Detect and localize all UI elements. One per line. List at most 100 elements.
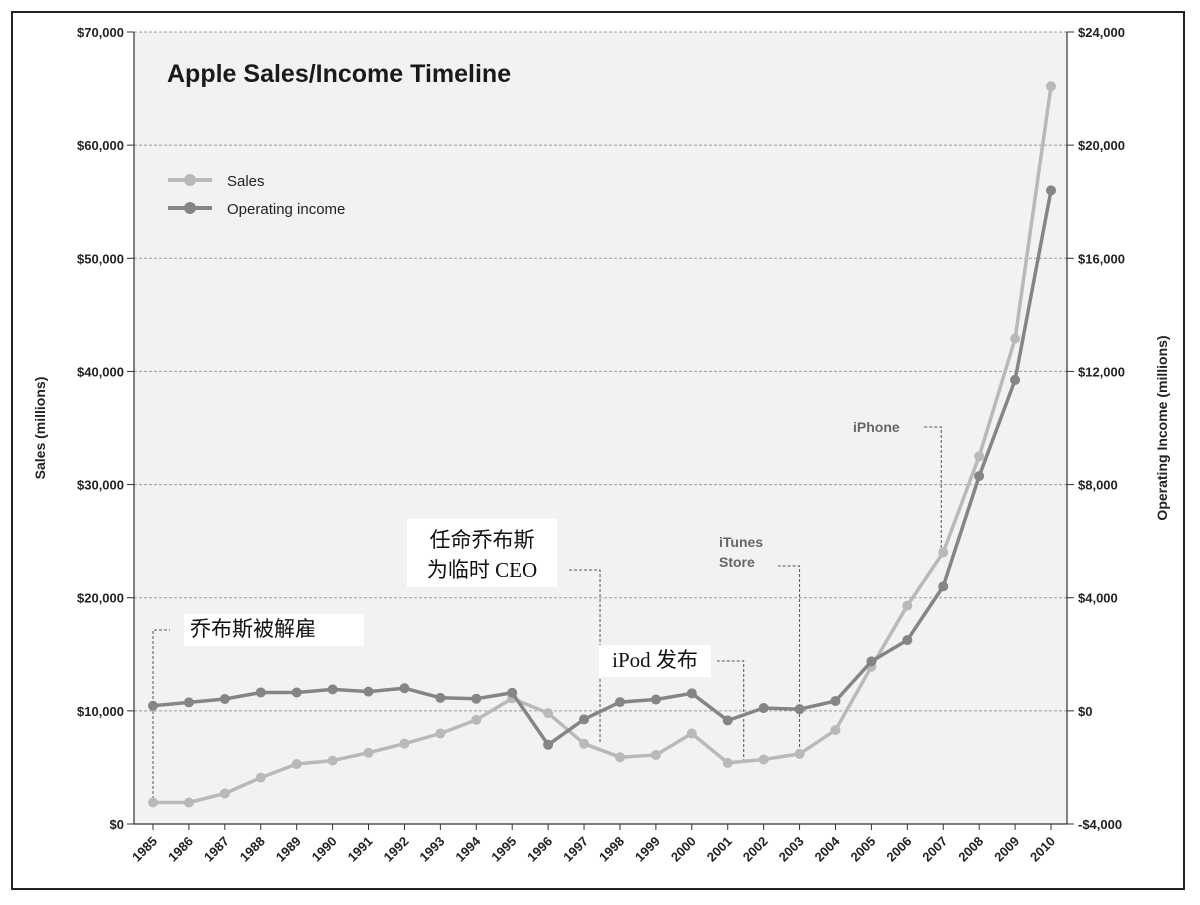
jobs-fired-label-line-1: 乔布斯被解雇 [190,617,316,641]
x-tick-label: 2009 [991,834,1022,865]
sales-point [902,600,913,611]
x-tick-label: 2005 [847,834,878,865]
operating-income-point [794,704,805,715]
operating-income-point [471,693,482,704]
operating-income-point [902,635,913,646]
operating-income-point [399,683,410,694]
jobs-interim-ceo-label-line-1: 任命乔布斯 [430,528,535,552]
x-tick-label: 2003 [776,834,807,865]
sales-point [327,755,338,766]
legend: Sales Operating income [168,173,345,218]
ipod-launch-label-line-1: iPod 发布 [612,648,698,672]
operating-income-series-line [152,190,1053,747]
sales-point [399,738,410,749]
sales-series-line [153,86,1053,805]
x-tick-label: 1988 [237,834,268,865]
jobs-fired-leader [152,629,170,804]
sales-point [291,759,302,770]
operating-income-point [650,694,661,705]
sales-point [830,725,841,736]
operating-income-point [291,687,302,698]
legend-sales-marker [184,174,196,186]
sales-point [219,788,230,799]
sales-point [579,738,590,749]
left-tick-label: $40,000 [77,364,124,379]
sales-point [363,747,374,758]
operating-income-point [866,656,877,667]
itunes-store-leader [778,565,801,752]
operating-income-point [183,697,194,708]
left-tick-label: $10,000 [77,704,124,719]
sales-point [183,797,194,808]
iphone-label-line-1: iPhone [853,419,900,435]
x-tick-label: 2002 [740,834,771,865]
sales-point [1010,333,1021,344]
jobs-interim-ceo-label-box [407,519,557,587]
sales-point [435,728,446,739]
left-tick-label: $70,000 [77,25,124,40]
x-tick-label: 1989 [273,834,304,865]
itunes-store-label-line-1: iTunes [719,534,763,550]
x-tick-label: 2006 [883,834,914,865]
sales-point [686,728,697,739]
x-tick-label: 2000 [668,834,699,865]
sales-point [722,757,733,768]
right-tick-label: $0 [1078,704,1092,719]
right-axis-label: Operating Income (millions) [1154,335,1170,520]
sales-point [938,547,949,558]
sales-point [543,708,554,719]
operating-income-point [363,686,374,697]
legend-income-marker [184,202,196,214]
operating-income-point [722,715,733,726]
x-tick-label: 1998 [596,834,627,865]
sales-point [1046,81,1056,92]
x-tick-label: 1991 [345,834,376,865]
x-tick-label: 1995 [488,834,519,865]
x-tick-label: 2004 [812,833,844,865]
x-tick-label: 1992 [381,834,412,865]
right-tick-label: $24,000 [1078,25,1125,40]
sales-point [148,797,158,808]
x-tick-label: 1997 [560,834,591,865]
operating-income-point [1010,374,1021,385]
sales-point [794,748,805,759]
x-tick-label: 1994 [452,833,484,865]
legend-sales-label: Sales [227,173,265,190]
operating-income-point [974,471,985,482]
right-tick-label: $8,000 [1078,478,1118,493]
sales-point [650,749,661,760]
operating-income-point [219,693,230,704]
left-tick-label: $50,000 [77,251,124,266]
right-tick-label: -$4,000 [1078,817,1122,832]
operating-income-point [579,714,590,725]
left-tick-label: $60,000 [77,138,124,153]
series-layer [148,81,1056,808]
operating-income-point [830,695,841,706]
jobs-interim-ceo-leader [568,569,601,742]
left-tick-label: $30,000 [77,478,124,493]
sales-point [255,772,266,783]
left-axis-label: Sales (millions) [32,377,48,480]
jobs-fired-label-box [184,614,364,646]
x-tick-label: 1986 [165,834,196,865]
x-tick-label: 1993 [416,834,447,865]
iphone-leader [924,426,942,548]
right-tick-label: $4,000 [1078,591,1118,606]
x-tick-label: 1996 [524,834,555,865]
x-tick-label: 2008 [955,834,986,865]
operating-income-point [327,684,338,695]
jobs-interim-ceo-label-line-2: 为临时 CEO [427,558,537,582]
sales-point [758,754,769,765]
right-tick-label: $12,000 [1078,364,1125,379]
operating-income-point [507,687,518,698]
x-tick-label: 2001 [704,834,735,865]
x-tick-label: 1990 [309,834,340,865]
sales-point [974,451,985,462]
chart-title: Apple Sales/Income Timeline [167,60,511,88]
sales-point [614,752,625,763]
legend-income-label: Operating income [227,201,345,218]
x-tick-label: 1985 [129,834,160,865]
operating-income-point [758,703,769,714]
x-tick-label: 1987 [201,834,232,865]
